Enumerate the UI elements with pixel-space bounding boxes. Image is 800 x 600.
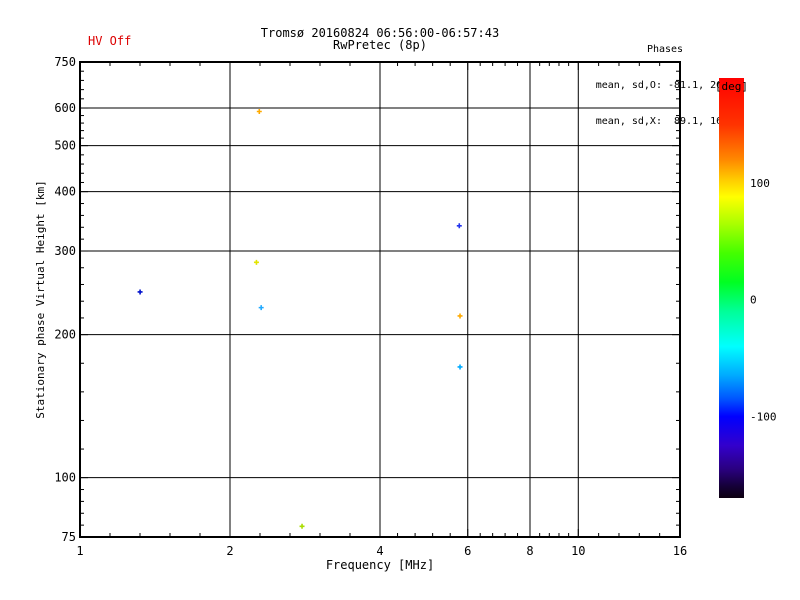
- y-tick-label: 750: [54, 55, 76, 69]
- x-tick-label: 16: [673, 544, 687, 558]
- colorbar-tick-label: 100: [750, 177, 770, 190]
- y-axis-title: Stationary phase Virtual Height [km]: [34, 180, 47, 418]
- y-tick-label: 75: [62, 530, 76, 544]
- colorbar: [719, 78, 744, 498]
- data-point: [253, 259, 259, 265]
- data-point: [456, 223, 462, 229]
- data-point: [256, 108, 262, 114]
- data-point: [258, 305, 264, 311]
- colorbar-unit-label: [deg]: [715, 80, 748, 93]
- data-point: [299, 523, 305, 529]
- plot-subtitle: RwPretec (8p): [333, 38, 427, 52]
- phase-stats-title: Phases: [646, 44, 684, 55]
- y-tick-label: 400: [54, 185, 76, 199]
- x-tick-label: 4: [376, 544, 383, 558]
- y-tick-label: 300: [54, 244, 76, 258]
- y-tick-label: 500: [54, 139, 76, 153]
- data-point: [457, 313, 463, 319]
- x-tick-label: 6: [464, 544, 471, 558]
- plot-title: Tromsø 20160824 06:56:00-06:57:43: [260, 26, 500, 40]
- x-tick-label: 1: [76, 544, 83, 558]
- x-axis-title: Frequency [MHz]: [326, 558, 434, 572]
- colorbar-tick-label: -100: [750, 410, 777, 423]
- x-tick-label: 8: [526, 544, 533, 558]
- x-tick-label: 2: [226, 544, 233, 558]
- data-point: [137, 289, 143, 295]
- data-point: [457, 364, 463, 370]
- x-tick-label: 10: [571, 544, 585, 558]
- y-tick-label: 200: [54, 328, 76, 342]
- y-tick-label: 600: [54, 101, 76, 115]
- hv-status-label: HV Off: [88, 34, 132, 48]
- y-tick-label: 100: [54, 471, 76, 485]
- colorbar-tick-label: 0: [750, 294, 757, 307]
